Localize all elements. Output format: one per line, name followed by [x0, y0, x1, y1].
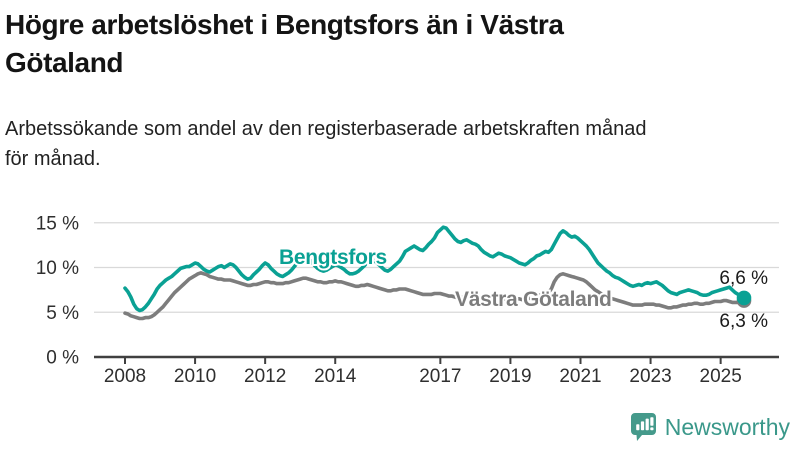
- logo-exclamation-dot: [650, 427, 654, 431]
- x-tick-label: 2012: [244, 366, 286, 387]
- page-title-line-2: Götaland: [5, 47, 124, 78]
- x-tick-label: 2010: [174, 366, 216, 387]
- unemployment-line-chart: 0 % 5 % 10 % 15 % 2008 2010 2012 2014 2017 2019 20…: [36, 213, 779, 387]
- x-tick-label: 2019: [489, 366, 531, 387]
- y-tick-label: 5 %: [46, 303, 79, 324]
- logo-exclamation-bar: [650, 417, 654, 426]
- series-label-västra-götaland: Västra Götaland: [455, 288, 612, 311]
- x-tick-label: 2023: [629, 366, 671, 387]
- series-line-bengtsfors: [123, 225, 746, 313]
- page-title-line-1: Högre arbetslöshet i Bengtsfors än i Väs…: [5, 9, 564, 40]
- chart-subtitle: Arbetssökande som andel av den registerb…: [5, 114, 797, 174]
- y-tick-label: 0 %: [46, 348, 79, 369]
- brand-name: Newsworthy: [664, 413, 790, 440]
- series-line-västra-götaland: [123, 271, 746, 321]
- logo-bar: [635, 424, 640, 431]
- logo-bar: [645, 418, 649, 431]
- end-value-label-västra-götaland: 6,3 %: [719, 311, 768, 332]
- x-tick-label: 2017: [419, 366, 461, 387]
- chart-subtitle-line-2: för månad.: [5, 148, 101, 170]
- chart-area: 0 % 5 % 10 % 15 % 2008 2010 2012 2014 2017 2019 20…: [0, 195, 800, 405]
- brand-footer: Newsworthy: [630, 410, 790, 444]
- logo-bar: [640, 421, 644, 431]
- end-dot-bengtsfors: [736, 290, 752, 306]
- series-label-bengtsfors: Bengtsfors: [279, 246, 387, 269]
- end-value-label-bengtsfors: 6,6 %: [719, 268, 768, 289]
- y-tick-label: 15 %: [36, 213, 79, 234]
- header: Högre arbetslöshet i Bengtsfors än i Väs…: [5, 6, 797, 82]
- newsworthy-logo-icon: [630, 413, 656, 441]
- page-title: Högre arbetslöshet i Bengtsfors än i Väs…: [5, 6, 797, 82]
- x-tick-label: 2021: [559, 366, 601, 387]
- chart-subtitle-line-1: Arbetssökande som andel av den registerb…: [5, 118, 647, 140]
- x-tick-label: 2025: [700, 366, 742, 387]
- x-tick-label: 2008: [104, 366, 146, 387]
- x-tick-label: 2014: [314, 366, 357, 387]
- y-tick-label: 10 %: [36, 258, 79, 279]
